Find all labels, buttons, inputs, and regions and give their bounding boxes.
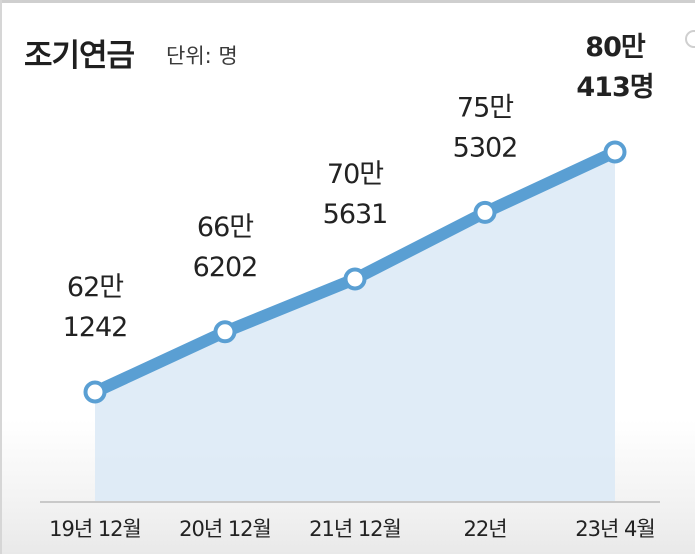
data-point [603,140,627,164]
data-label: 5631 [323,199,388,230]
x-tick-label: 22년 [463,517,506,541]
corner-circle-icon [685,30,695,48]
data-point [83,380,107,404]
data-point [213,320,237,344]
top-rule [0,0,695,3]
x-tick-label: 19년 12월 [49,517,141,541]
data-label: 75만 [457,92,513,123]
chart-title: 조기연금 [24,38,135,74]
x-tick-label: 23년 4월 [575,517,654,541]
area-fill [95,152,615,502]
data-label: 6202 [193,252,258,283]
left-rule [0,0,2,554]
unit-label: 단위: 명 [166,44,238,68]
x-tick-label: 20년 12월 [179,517,271,541]
data-label: 66만 [197,212,253,243]
data-label: 5302 [453,132,518,163]
data-label: 62만 [67,272,123,303]
data-label: 413명 [576,72,653,103]
data-label: 80만 [585,32,646,63]
data-point [473,200,497,224]
data-label: 70만 [327,159,383,190]
x-tick-label: 21년 12월 [309,517,401,541]
data-label: 1242 [63,312,128,343]
data-point [343,267,367,291]
